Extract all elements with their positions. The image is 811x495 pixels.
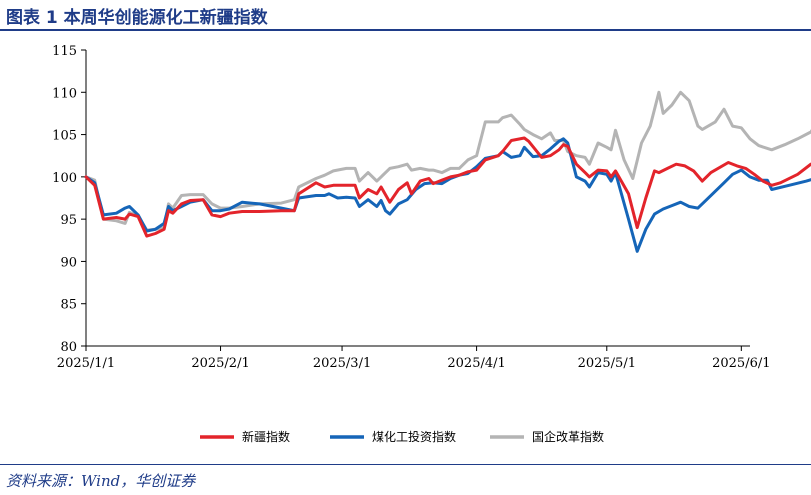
chart-axes: 80 85 90 95 100 105 110 115 2025/1/1 2025/2/1 2025…	[52, 44, 770, 371]
series-line-2	[84, 137, 811, 253]
chart-lines	[84, 90, 811, 253]
y-tick-label: 100	[52, 171, 77, 186]
source-note: 资料来源：Wind，华创证券	[6, 472, 196, 490]
footer-divider	[0, 464, 811, 465]
y-tick-label: 110	[52, 86, 77, 101]
x-tick-label: 2025/5/1	[578, 356, 636, 371]
legend-label: 国企改革指数	[532, 429, 604, 444]
title-divider	[0, 29, 811, 31]
x-tick-label: 2025/4/1	[447, 356, 505, 371]
y-tick-label: 115	[52, 44, 77, 59]
x-tick-label: 2025/3/1	[313, 356, 371, 371]
series-line-1	[84, 136, 811, 238]
chart-title: 图表 1 本周华创能源化工新疆指数	[6, 8, 268, 28]
x-tick-label: 2025/6/1	[712, 356, 770, 371]
x-tick-label: 2025/2/1	[191, 356, 249, 371]
y-tick-label: 105	[52, 129, 77, 144]
legend-label: 煤化工投资指数	[372, 429, 456, 444]
chart-legend: 新疆指数 煤化工投资指数 国企改革指数	[200, 429, 604, 444]
y-tick-label: 90	[60, 255, 77, 270]
legend-label: 新疆指数	[242, 429, 290, 444]
x-tick-label: 2025/1/1	[57, 356, 115, 371]
y-tick-label: 80	[60, 340, 77, 355]
y-tick-label: 95	[60, 213, 77, 228]
y-tick-label: 85	[60, 298, 77, 313]
series-line-3	[84, 90, 811, 232]
